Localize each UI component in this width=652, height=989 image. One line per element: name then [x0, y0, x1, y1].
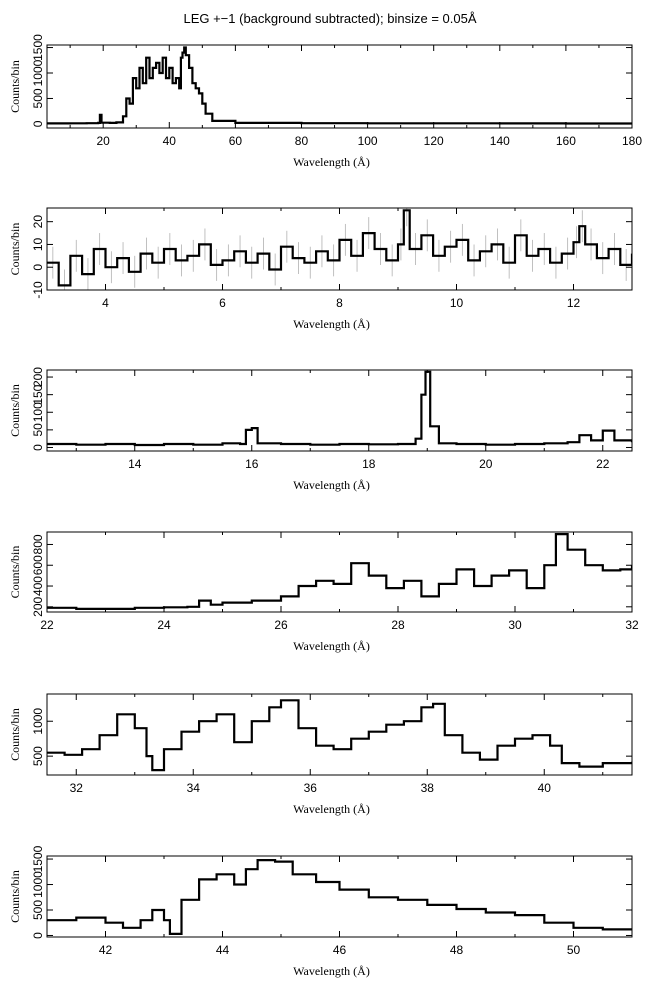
y-tick-label: 20	[31, 215, 45, 229]
x-tick-label: 8	[336, 296, 343, 310]
x-tick-label: 32	[625, 618, 639, 632]
y-tick-label: 1500	[31, 845, 45, 872]
y-tick-label: 500	[31, 88, 45, 108]
y-tick-label: 0	[31, 932, 45, 939]
spectrum-trace	[47, 533, 632, 610]
y-tick-label: 800	[31, 534, 45, 554]
y-tick-label: 100	[31, 402, 45, 422]
x-tick-label: 26	[274, 618, 288, 632]
x-tick-label: 180	[622, 134, 642, 148]
panel-2: 4 6 8 10 12 -10 0 10 20 Wavelength (Å) Counts/bin	[8, 207, 633, 331]
panels: 20 40 60 80 100 120 140 160 180050010001500Wavel…	[8, 34, 642, 978]
x-tick-label: 24	[157, 618, 171, 632]
y-axis-label: Counts/bin	[8, 870, 22, 923]
x-tick-label: 34	[187, 781, 201, 795]
y-tick-label: 500	[31, 900, 45, 920]
x-axis-label: Wavelength (Å)	[293, 478, 370, 492]
x-tick-label: 80	[295, 134, 309, 148]
x-tick-label: 36	[304, 781, 318, 795]
x-axis-label: Wavelength (Å)	[293, 964, 370, 978]
x-tick-label: 120	[424, 134, 444, 148]
x-tick-label: 20	[479, 457, 493, 471]
spectrum-trace	[47, 370, 632, 447]
y-tick-label: 1000	[31, 708, 45, 735]
x-tick-label: 40	[538, 781, 552, 795]
y-axis-label: Counts/bin	[8, 546, 22, 599]
y-tick-label: 10	[31, 237, 45, 251]
plot-frame	[46, 44, 633, 129]
x-tick-label: 32	[70, 781, 84, 795]
x-tick-label: 50	[567, 943, 581, 957]
x-tick-label: 100	[358, 134, 378, 148]
y-tick-label: 1000	[31, 59, 45, 86]
x-tick-label: 10	[450, 296, 464, 310]
x-tick-label: 18	[362, 457, 376, 471]
spectrum-trace	[47, 699, 632, 772]
x-tick-label: 22	[40, 618, 54, 632]
plot-frame	[46, 369, 633, 452]
panel-5: 32 34 36 38 40 500 1000 Wavelength (Å) Counts/bi…	[8, 693, 633, 816]
x-tick-label: 140	[490, 134, 510, 148]
x-tick-label: 46	[333, 943, 347, 957]
x-tick-label: 4	[102, 296, 109, 310]
y-tick-label: -10	[31, 281, 45, 299]
y-axis-label: Counts/bin	[8, 708, 22, 761]
y-tick-label: 1000	[31, 871, 45, 898]
x-tick-label: 16	[245, 457, 259, 471]
spectrum-trace	[47, 859, 632, 935]
x-tick-label: 12	[567, 296, 581, 310]
x-tick-label: 20	[97, 134, 111, 148]
y-tick-label: 50	[31, 423, 45, 437]
x-axis-label: Wavelength (Å)	[293, 639, 370, 653]
x-tick-label: 60	[229, 134, 243, 148]
x-axis-label: Wavelength (Å)	[293, 802, 370, 816]
x-tick-label: 40	[163, 134, 177, 148]
y-axis-label: Counts/bin	[8, 60, 22, 113]
y-tick-label: 0	[31, 444, 45, 451]
x-tick-label: 44	[216, 943, 230, 957]
y-tick-label: 200	[31, 367, 45, 387]
plot-frame	[46, 855, 633, 938]
y-tick-label: 400	[31, 576, 45, 596]
x-tick-label: 160	[556, 134, 576, 148]
y-tick-label: 200	[31, 596, 45, 616]
spectrum-trace	[47, 46, 632, 125]
x-tick-label: 6	[219, 296, 226, 310]
x-tick-label: 48	[450, 943, 464, 957]
y-tick-label: 1500	[31, 34, 45, 61]
spectrum-trace	[47, 209, 632, 287]
y-tick-label: 600	[31, 555, 45, 575]
x-tick-label: 22	[596, 457, 610, 471]
x-tick-label: 38	[421, 781, 435, 795]
x-tick-label: 30	[508, 618, 522, 632]
y-tick-label: 150	[31, 384, 45, 404]
figure-title: LEG +−1 (background subtracted); binsize…	[183, 11, 476, 26]
y-tick-label: 0	[31, 264, 45, 271]
x-tick-label: 42	[99, 943, 113, 957]
y-axis-label: Counts/bin	[8, 223, 22, 276]
x-tick-label: 28	[391, 618, 405, 632]
x-axis-label: Wavelength (Å)	[293, 317, 370, 331]
y-tick-label: 500	[31, 746, 45, 766]
x-axis-label: Wavelength (Å)	[293, 155, 370, 169]
x-tick-label: 14	[128, 457, 142, 471]
y-axis-label: Counts/bin	[8, 384, 22, 437]
plot-frame	[46, 693, 633, 776]
y-tick-label: 0	[31, 120, 45, 127]
error-bars	[52, 208, 632, 290]
